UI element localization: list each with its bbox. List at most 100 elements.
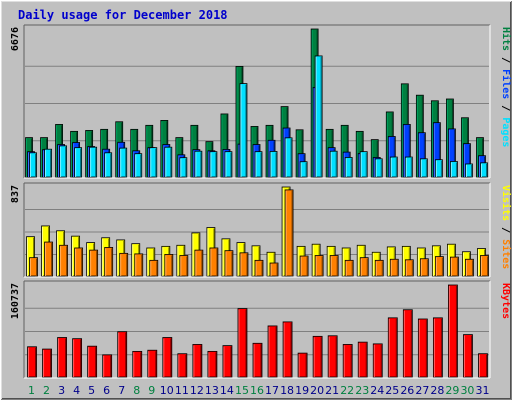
bar-kbytes (357, 341, 368, 378)
day-label: 10 (160, 384, 174, 397)
bar-sites (164, 254, 174, 277)
bar-pages (299, 161, 308, 178)
panel-kbytes: 160737 KBytes (10, 280, 511, 379)
bar-kbytes (162, 337, 173, 378)
panel-visits-sites: 837 Visits / Sites (10, 182, 512, 278)
legend-separator: / (500, 99, 511, 117)
legend-item: KBytes (500, 283, 511, 319)
bar-kbytes (147, 349, 158, 378)
bar-kbytes (448, 284, 458, 378)
legend-item: Sites (500, 239, 512, 269)
bar-kbytes (72, 338, 83, 378)
bar-kbytes (117, 331, 128, 378)
series-pages (29, 55, 488, 178)
bar-kbytes (478, 353, 488, 378)
day-label: 24 (370, 384, 384, 397)
bar-sites (74, 247, 84, 277)
bar-pages (359, 151, 368, 178)
day-label: 8 (133, 384, 140, 397)
legend: Hits / Files / Pages (500, 27, 512, 147)
bar-pages (224, 151, 233, 178)
bar-pages (59, 145, 67, 178)
day-tick-labels: 1 2 3 4 5 6 7 8 9 10 11 12 13 14 15 16 17 18 19 20 21 22 23 24 2… (28, 384, 489, 397)
day-label: 4 (73, 384, 80, 397)
bar-kbytes (267, 325, 278, 378)
bar-sites (224, 250, 234, 277)
bar-pages (344, 157, 353, 178)
bar-pages (404, 156, 413, 178)
day-label: 15 (235, 384, 249, 397)
bar-kbytes (252, 342, 263, 378)
bar-pages (134, 153, 143, 178)
bar-pages (434, 159, 443, 178)
bar-pages (179, 157, 188, 178)
bar-pages (374, 158, 383, 178)
bar-kbytes (87, 345, 98, 378)
bar-sites (299, 255, 309, 277)
bar-sites (179, 255, 189, 277)
bar-kbytes (132, 350, 143, 378)
bar-sites (359, 257, 369, 277)
bar-sites (119, 252, 129, 277)
bar-kbytes (42, 348, 52, 378)
bar-kbytes (102, 354, 113, 378)
bar-pages (314, 55, 323, 178)
day-label: 5 (88, 384, 95, 397)
bar-pages (480, 162, 488, 178)
day-label: 7 (118, 384, 125, 397)
bar-pages (254, 151, 263, 178)
legend: Visits / Sites (500, 185, 512, 269)
day-label: 27 (415, 384, 429, 397)
day-label: 26 (400, 384, 414, 397)
bar-sites (209, 247, 219, 277)
day-label: 19 (295, 384, 309, 397)
bar-kbytes (282, 321, 293, 378)
bar-sites (450, 256, 459, 277)
day-label: 22 (340, 384, 354, 397)
day-label: 25 (385, 384, 399, 397)
legend-item: Files (500, 69, 512, 99)
bar-kbytes (327, 335, 338, 378)
series-kbytes (27, 284, 488, 378)
bar-sites (44, 241, 53, 277)
bar-kbytes (192, 344, 203, 378)
bar-sites (269, 262, 279, 277)
axis-max-label: 837 (10, 185, 21, 203)
bar-sites (404, 259, 414, 277)
day-label: 6 (103, 384, 110, 397)
legend-separator: / (500, 51, 511, 69)
bar-pages (29, 152, 37, 178)
bar-sites (239, 252, 249, 277)
bar-pages (44, 148, 52, 178)
bar-pages (389, 156, 398, 178)
bar-pages (194, 150, 203, 178)
chart-title: Daily usage for December 2018 (18, 8, 228, 22)
bar-kbytes (297, 352, 308, 378)
bar-sites (434, 256, 444, 277)
day-label: 13 (205, 384, 219, 397)
bar-sites (465, 258, 474, 277)
day-label: 9 (148, 384, 155, 397)
bar-sites (419, 258, 429, 277)
bar-pages (419, 158, 428, 178)
bar-kbytes (372, 343, 383, 378)
day-label: 31 (475, 384, 489, 397)
bar-kbytes (222, 345, 233, 378)
bar-pages (74, 147, 83, 178)
bar-sites (389, 258, 399, 277)
bar-sites (344, 259, 354, 277)
bar-kbytes (237, 308, 248, 378)
bar-sites (314, 255, 324, 277)
panel-hits-files-pages: 6676 Hits / Files / Pages (10, 24, 512, 179)
bar-pages (119, 147, 128, 178)
bar-pages (89, 146, 98, 178)
axis-max-label: 6676 (10, 27, 21, 51)
axis-max-label: 160737 (10, 283, 21, 319)
bar-pages (209, 151, 218, 178)
series-sites (29, 189, 489, 277)
bar-kbytes (417, 318, 428, 378)
bar-sites (194, 249, 204, 277)
day-label: 11 (175, 384, 189, 397)
bar-kbytes (387, 317, 398, 378)
